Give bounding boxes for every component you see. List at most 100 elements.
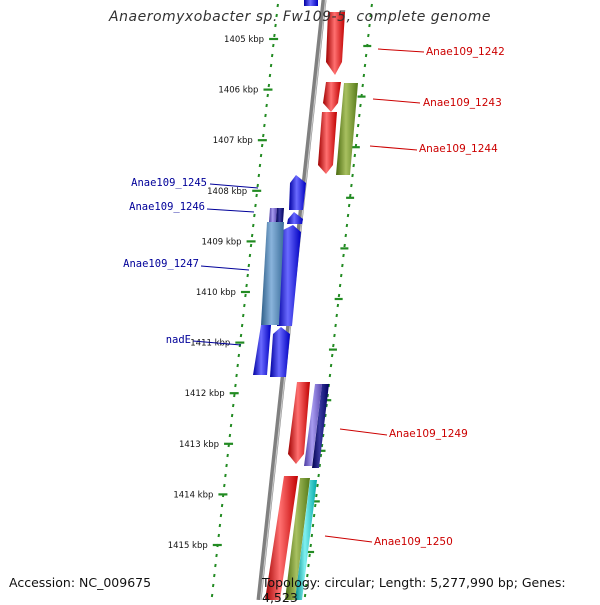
left-track-dot xyxy=(237,353,241,358)
right-track-dot xyxy=(368,23,371,28)
leader-line-nadE xyxy=(192,340,242,346)
gene-nadE-arrow xyxy=(270,327,290,377)
right-track-dot xyxy=(349,193,352,198)
left-track-dot xyxy=(273,33,276,38)
right-track-dot xyxy=(314,503,317,508)
gene-label-Anae109_1247[interactable]: Anae109_1247 xyxy=(123,258,199,270)
left-track-dot xyxy=(262,133,265,138)
left-track-dot xyxy=(255,193,258,198)
gene-label-Anae109_1244[interactable]: Anae109_1244 xyxy=(419,143,498,155)
right-track-dot xyxy=(317,473,320,478)
right-track-dot xyxy=(346,213,350,218)
scale-label-1407-kbp: 1407 kbp xyxy=(213,136,253,146)
right-track-dot xyxy=(351,173,354,178)
right-track-dot xyxy=(323,423,326,428)
left-track-dot xyxy=(245,283,248,288)
left-track-dot xyxy=(235,373,238,378)
leader-line-Anae109_1242 xyxy=(377,48,425,53)
right-track-dot xyxy=(352,163,355,168)
left-track-dot xyxy=(225,463,228,468)
right-track-dot xyxy=(338,283,342,288)
left-track-dot xyxy=(256,183,259,188)
right-track-dot xyxy=(356,123,360,128)
scale-label-1406-kbp: 1406 kbp xyxy=(218,86,258,96)
left-track-dot xyxy=(274,23,277,28)
left-track-dot xyxy=(264,113,267,118)
scale-label-1414-kbp: 1414 kbp xyxy=(173,490,213,500)
right-track-dot xyxy=(345,223,349,228)
leader-line-Anae109_1247 xyxy=(200,265,250,271)
left-track-dot xyxy=(242,313,245,318)
left-track-dot xyxy=(270,53,274,58)
leader-line-Anae109_1245 xyxy=(209,183,259,189)
left-track-dot xyxy=(229,423,233,428)
right-track-dot xyxy=(355,133,359,138)
left-track-dot xyxy=(272,43,275,48)
left-track-dot xyxy=(243,303,246,308)
right-track-dot xyxy=(308,553,311,558)
right-track-dot xyxy=(312,513,316,518)
left-track-dot xyxy=(269,63,273,68)
genome-summary-text: Topology: circular; Length: 5,277,990 bp… xyxy=(262,575,566,605)
gene-label-Anae109_1250[interactable]: Anae109_1250 xyxy=(374,536,453,548)
leader-line-Anae109_1246 xyxy=(206,208,255,213)
right-track-dot xyxy=(303,593,307,598)
gene-anae109-1247-arrow xyxy=(277,225,301,326)
left-track-dot xyxy=(247,263,251,268)
gene-navy-1 xyxy=(276,208,284,222)
gene-navy-2 xyxy=(312,384,329,468)
right-track-dot xyxy=(342,253,345,258)
scale-label-1415-kbp: 1415 kbp xyxy=(168,541,208,551)
gene-label-Anae109_1245[interactable]: Anae109_1245 xyxy=(131,177,207,189)
scale-label-1405-kbp: 1405 kbp xyxy=(224,35,264,45)
scale-label-1408-kbp: 1408 kbp xyxy=(207,187,247,197)
right-track-dot xyxy=(333,333,336,338)
right-track-dot xyxy=(363,63,367,68)
gene-label-Anae109_1243[interactable]: Anae109_1243 xyxy=(423,97,502,109)
leader-line-Anae109_1249 xyxy=(339,428,388,436)
left-track-dot xyxy=(217,533,220,538)
left-track-dot xyxy=(263,123,266,128)
scale-label-1412-kbp: 1412 kbp xyxy=(185,389,225,399)
left-track-dot xyxy=(228,433,232,438)
right-track-dot xyxy=(337,293,341,298)
left-track-dot xyxy=(223,483,226,488)
scale-label-1410-kbp: 1410 kbp xyxy=(196,288,236,298)
gene-label-Anae109_1246[interactable]: Anae109_1246 xyxy=(129,201,205,213)
gene-cyan-1 xyxy=(295,480,317,600)
gene-anae109-1246-arrow xyxy=(287,212,303,224)
left-track-dot xyxy=(220,503,224,508)
left-track-dot xyxy=(224,473,227,478)
gene-anae109-1249-arrow xyxy=(288,382,310,464)
right-track-dot xyxy=(309,543,312,548)
gene-label-Anae109_1249[interactable]: Anae109_1249 xyxy=(389,428,468,440)
left-track-dot xyxy=(253,213,256,218)
left-track-dot xyxy=(258,163,262,168)
left-track-dot xyxy=(268,73,272,78)
left-track-dot xyxy=(234,383,237,388)
gene-red-bottom xyxy=(265,476,298,600)
gene-label-Anae109_1242[interactable]: Anae109_1242 xyxy=(426,46,505,58)
left-track-dot xyxy=(275,13,278,18)
leader-line-Anae109_1250 xyxy=(324,535,373,543)
right-track-dot xyxy=(358,113,361,118)
left-track-dot xyxy=(252,223,255,228)
gene-olive-1 xyxy=(336,83,358,175)
left-track-dot xyxy=(259,153,263,158)
gene-anae109-1245-arrow xyxy=(289,175,306,210)
right-track-dot xyxy=(326,393,329,398)
left-track-dot xyxy=(226,453,229,458)
right-track-dot xyxy=(350,183,353,188)
right-track-dot xyxy=(324,413,327,418)
left-track-dot xyxy=(240,323,244,328)
left-track-dot xyxy=(267,83,271,88)
right-track-dot xyxy=(320,443,324,448)
gene-label-nadE[interactable]: nadE xyxy=(166,334,191,346)
left-track-dot xyxy=(219,513,223,518)
right-track-dot xyxy=(306,573,309,578)
right-track-dot xyxy=(311,523,315,528)
right-track-dot xyxy=(329,363,333,368)
left-track-dot xyxy=(215,553,218,558)
right-track-dot xyxy=(310,533,314,538)
